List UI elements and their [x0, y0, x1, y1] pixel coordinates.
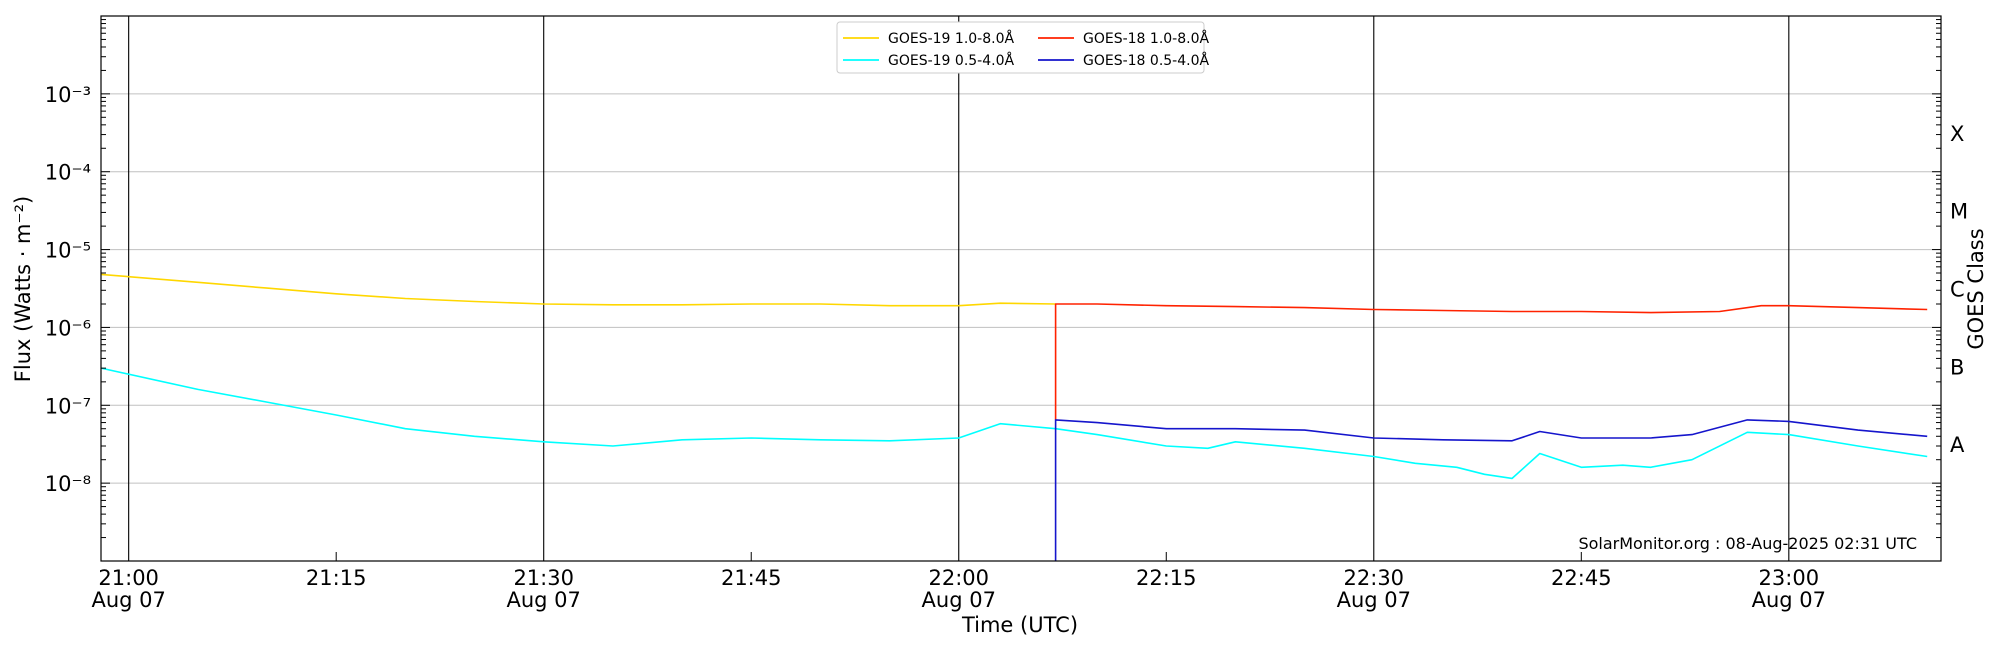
- legend: GOES-19 1.0-8.0Å GOES-19 0.5-4.0Å GOES-18 …: [836, 21, 1209, 74]
- x-tick-label: 22:30: [1344, 566, 1405, 590]
- goes-class-label: M: [1950, 200, 1968, 224]
- plot-frame: [100, 15, 1942, 562]
- x-axis-label: Time (UTC): [961, 613, 1078, 637]
- x-tick-date-label: Aug 07: [1752, 588, 1826, 612]
- x-tick-label: 23:00: [1759, 566, 1820, 590]
- x-tick-label: 22:15: [1136, 566, 1197, 590]
- x-tick-date-label: Aug 07: [922, 588, 996, 612]
- goes-class-label: B: [1950, 355, 1964, 379]
- series-line-3: [1054, 419, 1928, 561]
- tick-layer: [101, 19, 1941, 562]
- x-tick-label: 22:45: [1551, 566, 1612, 590]
- x-tick-label: 21:45: [721, 566, 782, 590]
- x-tick-date-label: Aug 07: [1337, 588, 1411, 612]
- x-tick-label: 22:00: [928, 566, 989, 590]
- series-line-2: [100, 367, 1928, 480]
- x-tick-label: 21:30: [513, 566, 574, 590]
- legend-label: GOES-19 0.5-4.0Å: [888, 52, 1014, 69]
- goes-class-label: C: [1950, 278, 1965, 302]
- y-tick-label: 10⁻⁵: [45, 239, 91, 263]
- y-tick-label: 10⁻⁶: [45, 316, 91, 340]
- y-tick-label: 10⁻⁷: [45, 394, 91, 418]
- goes-class-label: X: [1950, 122, 1964, 146]
- y-tick-label: 10⁻⁴: [45, 161, 91, 185]
- y-tick-label: 10⁻⁸: [45, 472, 91, 496]
- legend-box: [836, 21, 1205, 74]
- grid-layer: [101, 16, 1941, 561]
- series-line-0: [100, 273, 1056, 307]
- watermark-text: SolarMonitor.org : 08-Aug-2025 02:31 UTC: [1578, 534, 1917, 553]
- legend-label: GOES-19 1.0-8.0Å: [888, 30, 1014, 47]
- goes-class-axis-label: GOES Class: [1964, 228, 1988, 349]
- legend-label: GOES-18 0.5-4.0Å: [1083, 52, 1209, 69]
- series-line-1: [1054, 303, 1928, 420]
- legend-entries: GOES-19 1.0-8.0Å GOES-19 0.5-4.0Å GOES-18 …: [843, 30, 1209, 69]
- y-tick-label: 10⁻³: [45, 83, 91, 107]
- legend-label: GOES-18 1.0-8.0Å: [1083, 30, 1209, 47]
- x-tick-date-label: Aug 07: [91, 588, 165, 612]
- x-tick-label: 21:15: [306, 566, 367, 590]
- y-axis-label: Flux (Watts · m⁻²): [11, 196, 35, 382]
- x-tick-label: 21:00: [98, 566, 159, 590]
- goes-class-label: A: [1950, 433, 1965, 457]
- series-layer: [100, 273, 1928, 561]
- x-tick-date-label: Aug 07: [507, 588, 581, 612]
